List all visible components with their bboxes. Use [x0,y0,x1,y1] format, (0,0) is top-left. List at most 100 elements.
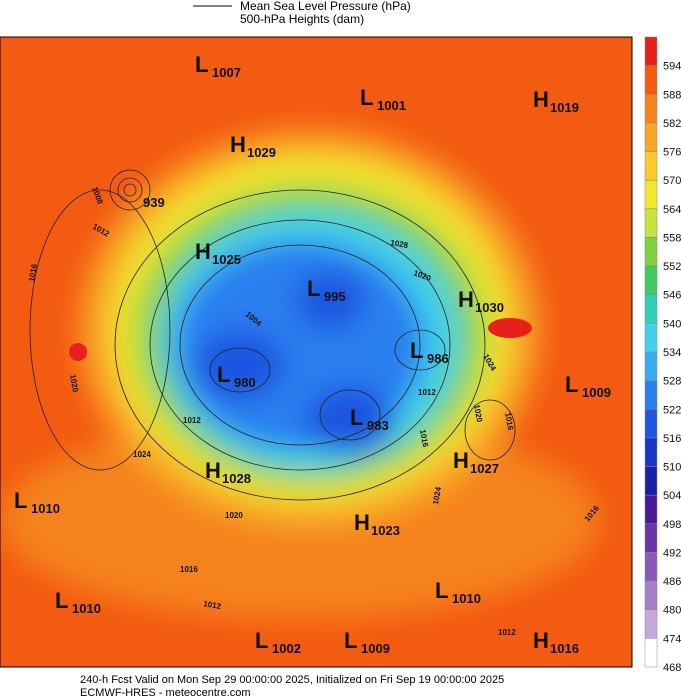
pressure-center-letter: L [350,405,363,430]
contour-label: 1024 [431,486,443,506]
contour-label: 1016 [503,412,515,432]
pressure-center-value: 1027 [470,461,499,476]
map-frame [0,36,633,668]
pressure-center-letter: L [360,85,373,110]
pressure-center-letter: H [230,132,246,157]
contour-label: 1020 [225,511,243,520]
pressure-center-letter: L [344,628,357,653]
colorbar-label: 546 [663,290,681,302]
pressure-center-value: 1009 [361,641,390,656]
contour-label: 1016 [180,565,198,574]
colorbar-label: 516 [663,433,681,445]
pressure-center-letter: H [195,239,211,264]
pressure-center-letter: L [55,588,68,613]
pressure-center-value: 980 [234,375,256,390]
pressure-center-letter: H [354,510,370,535]
pressure-center-value: 1001 [377,98,406,113]
pressure-center-value: 1029 [247,145,276,160]
colorbar-label: 564 [663,204,681,216]
pressure-center-value: 939 [143,195,165,210]
colorbar-box [644,36,658,66]
colorbar-box [644,466,658,496]
colorbar-label: 480 [663,605,681,617]
pressure-center-value: 1023 [371,523,400,538]
colorbar-label: 522 [663,404,681,416]
pressure-center-letter: L [410,338,423,363]
colorbar-box [644,179,658,210]
footer-line2: ECMWF-HRES - meteocentre.com [80,687,251,699]
colorbar-label: 474 [663,633,681,645]
pressure-center-letter: L [255,628,268,653]
contour-label: 1028 [390,238,410,250]
colorbar-box [644,65,658,95]
pressure-center-value: 1010 [72,601,101,616]
pressure-center-value: 1010 [452,591,481,606]
pressure-center-value: 1019 [550,100,579,115]
colorbar-label: 540 [663,318,681,330]
colorbar-label: 498 [663,519,681,531]
colorbar-box [644,380,658,410]
colorbar-label: 576 [663,147,681,159]
contour-label: 1024 [133,450,151,459]
pressure-center-letter: H [205,458,221,483]
pressure-center-letter: L [217,362,230,387]
map [0,37,632,667]
colorbar-label: 468 [663,662,681,674]
colorbar-label: 534 [663,347,681,359]
pressure-center-value: 1025 [212,252,241,267]
pressure-center-value: 995 [324,289,346,304]
contour-label: 1020 [472,404,484,424]
colorbar-box [644,208,658,238]
pressure-center-letter: H [533,628,549,653]
footer-line1: 240-h Fcst Valid on Mon Sep 29 00:00:00 … [80,674,504,686]
colorbar-box [644,609,658,639]
legend-fill-label: 500-hPa Heights (dam) [240,12,364,26]
colorbar-label: 594 [663,61,681,73]
colorbar-label: 552 [663,261,681,273]
pressure-center-value: 1030 [475,300,504,315]
contour-label: 1020 [68,374,80,394]
contour-label: 1012 [418,388,436,397]
colorbar-box [644,409,658,439]
pressure-center-letter: L [14,488,27,513]
colorbar-box [644,523,658,553]
pressure-center-value: 986 [427,351,449,366]
colorbar-label: 528 [663,376,681,388]
contour-label: 1012 [498,628,516,637]
colorbar-label: 558 [663,232,681,244]
colorbar-box [644,94,658,124]
colorbar-label: 486 [663,576,681,588]
pressure-center-value: 1028 [222,471,251,486]
colorbar-box [644,351,658,381]
colorbar-box [644,437,658,467]
pressure-center-letter: L [435,578,448,603]
legend-line-label: Mean Sea Level Pressure (hPa) [240,0,411,13]
pressure-center-value: 1007 [212,65,241,80]
contour-label: 1012 [203,599,223,611]
pressure-center-letter: L [195,52,208,77]
pressure-center-value: 1010 [31,501,60,516]
pressure-center-value: 1016 [550,641,579,656]
colorbar-box [644,237,658,267]
colorbar-box [644,638,658,668]
colorbar-box [644,151,658,181]
pressure-center-letter: L [307,276,320,301]
pressure-center-value: 983 [367,418,389,433]
colorbar-box [644,552,658,582]
pressure-center-value: 1002 [272,641,301,656]
contour-label: 1016 [418,429,430,449]
colorbar-label: 582 [663,118,681,130]
colorbar-label: 492 [663,547,681,559]
colorbar-box [644,494,658,525]
colorbar-box [644,294,658,324]
colorbar-label: 588 [663,89,681,101]
pressure-center-letter: H [533,87,549,112]
contour-label: 1016 [27,263,39,283]
colorbar-box [644,323,658,353]
contour-label: 1012 [183,416,201,425]
pressure-center-letter: L [565,372,578,397]
pressure-center-letter: H [453,448,469,473]
colorbar-box [644,265,658,295]
colorbar-label: 504 [663,490,681,502]
